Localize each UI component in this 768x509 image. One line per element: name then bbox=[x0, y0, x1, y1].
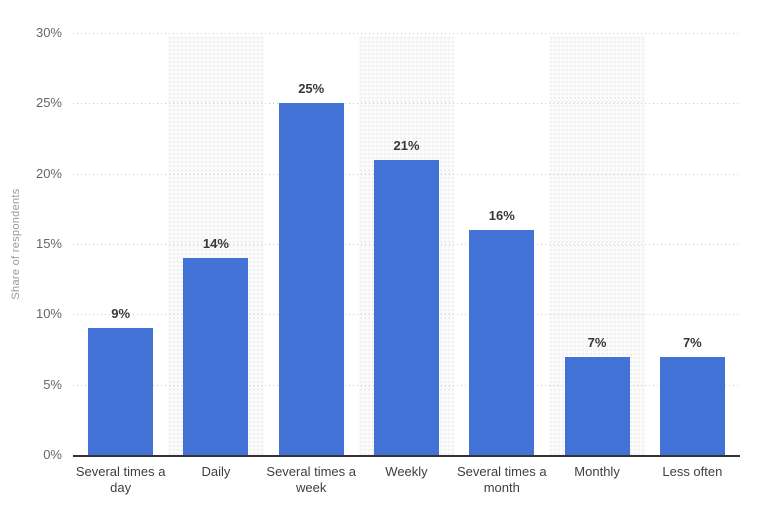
bar-several-times-a-week[interactable] bbox=[278, 103, 344, 455]
bar-value-label-monthly: 7% bbox=[587, 334, 607, 350]
x-category-label-several-times-a-week: Several times a week bbox=[266, 464, 356, 495]
gridline-30-percent bbox=[73, 33, 740, 34]
bar-value-label-several-times-a-day: 9% bbox=[111, 306, 131, 322]
x-category-label-monthly: Monthly bbox=[574, 464, 620, 479]
x-category-label-several-times-a-day: Several times a day bbox=[75, 464, 166, 495]
y-tick-label-5-percent: 5% bbox=[43, 376, 62, 392]
bar-several-times-a-month[interactable] bbox=[469, 229, 535, 455]
bar-value-label-several-times-a-month: 16% bbox=[488, 207, 515, 223]
y-tick-label-30-percent: 30% bbox=[35, 25, 62, 40]
y-tick-label-0-percent: 0% bbox=[43, 447, 62, 462]
bar-several-times-a-day[interactable] bbox=[88, 328, 154, 455]
bar-monthly[interactable] bbox=[564, 356, 630, 455]
plot-area: 9% 14% 25% 21% 16% 7% 7% bbox=[73, 33, 740, 457]
bar-value-label-weekly: 21% bbox=[393, 137, 420, 153]
bar-value-label-less-often: 7% bbox=[682, 334, 702, 350]
y-tick-label-20-percent: 20% bbox=[35, 165, 62, 181]
y-tick-label-15-percent: 15% bbox=[35, 236, 62, 251]
bar-weekly[interactable] bbox=[374, 159, 439, 455]
x-category-label-several-times-a-month: Several times a month bbox=[456, 464, 547, 495]
x-category-label-weekly: Weekly bbox=[385, 464, 428, 479]
x-category-label-less-often: Less often bbox=[662, 464, 723, 479]
bar-less-often[interactable] bbox=[659, 356, 725, 455]
bar-value-label-daily: 14% bbox=[202, 236, 229, 252]
y-tick-label-25-percent: 25% bbox=[35, 95, 62, 111]
x-axis-labels: Several times a day Daily Several times a … bbox=[73, 464, 740, 504]
gridline-25-percent bbox=[73, 103, 740, 105]
bar-daily[interactable] bbox=[183, 258, 249, 455]
y-axis-tick-labels: 0% 5% 10% 15% 20% 25% 30% bbox=[0, 25, 62, 462]
bar-value-label-several-times-a-week: 25% bbox=[298, 81, 325, 97]
y-tick-label-10-percent: 10% bbox=[35, 306, 62, 322]
x-category-label-daily: Daily bbox=[201, 464, 231, 479]
